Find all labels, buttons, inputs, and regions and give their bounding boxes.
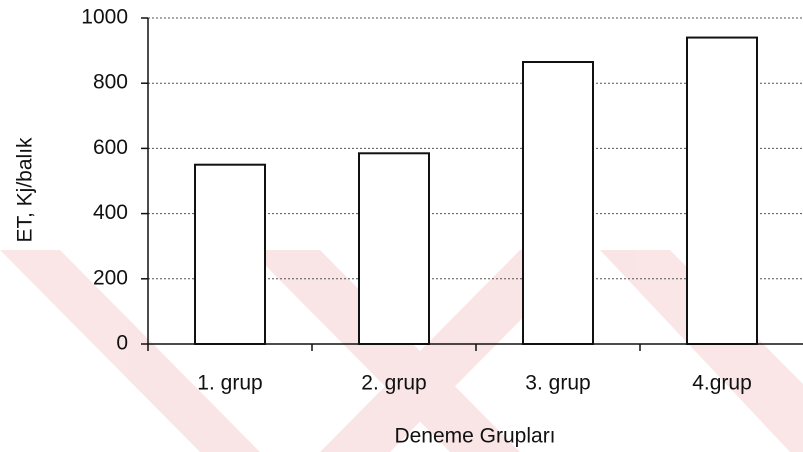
bar xyxy=(686,36,758,346)
x-tick-label: 2. grup xyxy=(361,372,426,395)
bar xyxy=(194,163,266,345)
y-tick-label: 600 xyxy=(93,136,128,159)
x-axis-label: Deneme Grupları xyxy=(394,425,555,448)
y-tick-label: 400 xyxy=(93,201,128,224)
y-tick-label: 200 xyxy=(93,266,128,289)
y-tick-label: 800 xyxy=(93,71,128,94)
y-tick-label: 0 xyxy=(116,332,128,355)
x-tick-label: 1. grup xyxy=(197,372,262,395)
y-axis-label: ET, Kj/balık xyxy=(14,137,37,243)
bar xyxy=(358,152,430,345)
y-tick-label: 1000 xyxy=(81,6,128,29)
x-tick-label: 4.grup xyxy=(692,372,752,395)
bar xyxy=(522,61,594,345)
x-tick-label: 3. grup xyxy=(525,372,590,395)
